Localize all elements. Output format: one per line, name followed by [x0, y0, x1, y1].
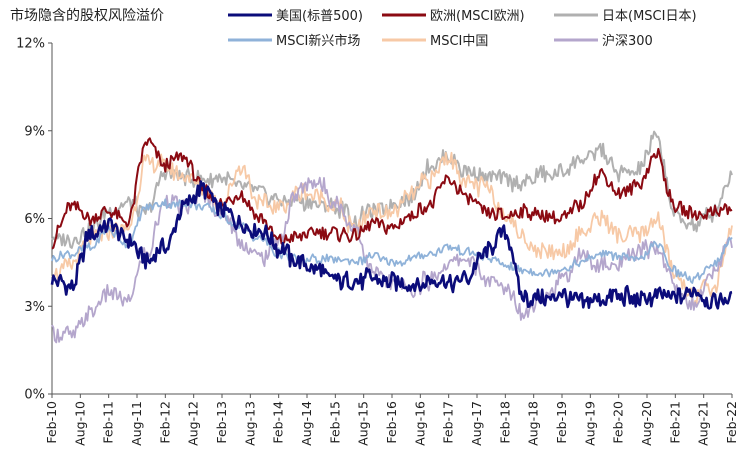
x-tick-label: Feb-18 — [497, 401, 512, 444]
series-line-3 — [51, 198, 733, 284]
chart-title: 市场隐含的股权风险溢价 — [10, 7, 164, 24]
y-tick-label: 12% — [16, 37, 45, 52]
legend-label-csi300: 沪深300 — [602, 33, 653, 49]
legend-label-us: 美国(标普500) — [276, 9, 363, 24]
legend: 美国(标普500) 欧洲(MSCI欧洲) 日本(MSCI日本) MSCI新兴市场… — [228, 9, 697, 49]
series-line-0 — [50, 180, 733, 310]
x-tick-label: Feb-21 — [667, 401, 682, 444]
y-tick-label: 6% — [24, 212, 45, 227]
x-tick-label: Feb-11 — [101, 401, 116, 444]
x-tick-label: Aug-14 — [299, 401, 314, 446]
x-axis: Feb-10 Aug-10 Feb-11 Aug-11 Feb-12 Aug-12 Feb-… — [44, 393, 739, 446]
x-tick-label: Feb-16 — [384, 401, 399, 444]
series-line-2 — [51, 130, 733, 249]
x-tick-label: Feb-12 — [157, 401, 172, 444]
y-tick-label: 0% — [24, 388, 45, 403]
series-line-1 — [51, 137, 733, 250]
series-line-4 — [51, 151, 733, 307]
legend-label-europe: 欧洲(MSCI欧洲) — [430, 9, 525, 24]
y-tick-label: 3% — [24, 300, 45, 315]
x-tick-label: Aug-10 — [72, 401, 87, 446]
legend-item-japan: 日本(MSCI日本) — [554, 9, 697, 24]
x-tick-label: Feb-14 — [271, 401, 286, 444]
x-tick-label: Aug-15 — [356, 401, 371, 446]
x-tick-label: Aug-18 — [526, 401, 541, 446]
y-axis: 0% 3% 6% 9% 12% — [16, 37, 53, 403]
x-tick-label: Aug-20 — [639, 401, 654, 446]
x-tick-label: Aug-12 — [186, 401, 201, 446]
x-tick-label: Feb-17 — [441, 401, 456, 444]
y-tick-label: 9% — [24, 124, 45, 139]
x-tick-label: Aug-21 — [696, 401, 711, 446]
x-tick-label: Aug-17 — [469, 401, 484, 446]
x-tick-label: Feb-13 — [214, 401, 229, 444]
x-tick-label: Aug-11 — [129, 401, 144, 446]
x-tick-label: Feb-10 — [44, 401, 59, 444]
x-tick-label: Feb-15 — [327, 401, 342, 444]
legend-label-em: MSCI新兴市场 — [276, 33, 360, 49]
legend-label-china: MSCI中国 — [430, 34, 488, 49]
legend-item-china: MSCI中国 — [382, 34, 488, 49]
legend-item-us: 美国(标普500) — [228, 9, 363, 24]
x-tick-label: Aug-16 — [412, 401, 427, 446]
x-tick-label: Aug-19 — [582, 401, 597, 446]
legend-item-csi300: 沪深300 — [554, 33, 653, 49]
legend-item-em: MSCI新兴市场 — [228, 33, 360, 49]
legend-item-europe: 欧洲(MSCI欧洲) — [382, 9, 525, 24]
series-line-5 — [51, 176, 733, 344]
x-tick-label: Feb-20 — [611, 401, 626, 444]
legend-label-japan: 日本(MSCI日本) — [602, 9, 697, 24]
series-layer — [50, 130, 733, 344]
x-tick-label: Aug-13 — [242, 401, 257, 446]
x-tick-label: Feb-22 — [724, 401, 739, 444]
x-tick-label: Feb-19 — [554, 401, 569, 444]
